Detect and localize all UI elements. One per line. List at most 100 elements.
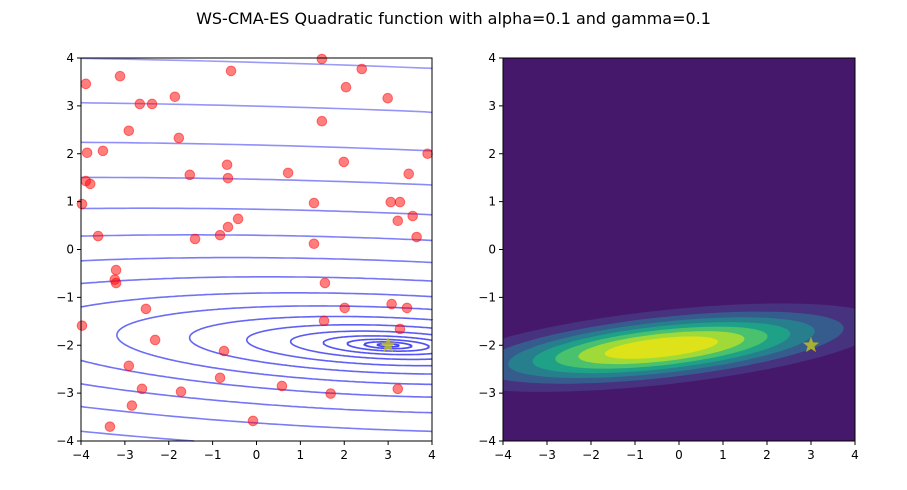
x-tick-label: 1 xyxy=(719,448,727,462)
contour-line xyxy=(80,276,433,414)
sample-point xyxy=(189,233,201,245)
sample-point xyxy=(81,147,93,159)
contour-line xyxy=(80,57,433,70)
y-tick-label: −4 xyxy=(56,434,74,448)
x-tick-label: −3 xyxy=(538,448,556,462)
sample-point xyxy=(123,125,135,137)
sample-point xyxy=(76,320,88,331)
y-tick-label: −2 xyxy=(56,338,74,352)
x-tick-label: 2 xyxy=(763,448,771,462)
y-tick-label: −1 xyxy=(56,290,74,304)
x-tick-label: −4 xyxy=(494,448,512,462)
sample-point xyxy=(222,172,234,184)
optimum-star-marker xyxy=(380,336,397,353)
sample-point xyxy=(214,229,226,241)
sample-point xyxy=(110,264,122,276)
contour-line xyxy=(322,335,432,356)
contour-line xyxy=(81,176,433,186)
sample-point xyxy=(316,115,328,127)
sample-point xyxy=(340,81,352,93)
contour-line xyxy=(80,101,433,114)
y-tick-label: 4 xyxy=(488,51,496,65)
sample-point xyxy=(325,388,336,399)
sample-point xyxy=(175,386,187,397)
sample-point xyxy=(126,400,138,411)
x-tick-label: 0 xyxy=(253,448,261,462)
sample-point xyxy=(394,323,406,335)
sample-point xyxy=(282,167,294,179)
sample-point xyxy=(422,148,433,160)
x-tick-label: 0 xyxy=(675,448,683,462)
sample-point xyxy=(76,198,88,210)
contour-line xyxy=(80,292,433,398)
sample-point xyxy=(338,156,350,168)
contour-line xyxy=(116,305,433,386)
sample-point xyxy=(173,132,185,144)
y-tick-label: −1 xyxy=(478,290,496,304)
contour-line xyxy=(80,141,433,152)
sample-point xyxy=(385,196,397,208)
sample-point xyxy=(222,221,234,233)
sample-point xyxy=(134,98,146,110)
y-tick-label: 0 xyxy=(488,243,496,257)
y-tick-label: −3 xyxy=(56,386,74,400)
sample-point xyxy=(308,197,320,209)
x-tick-label: 4 xyxy=(851,448,859,462)
sample-point xyxy=(218,345,230,357)
sample-point xyxy=(97,145,109,157)
x-tick-label: 4 xyxy=(428,448,436,462)
sample-point xyxy=(104,421,116,432)
contour-line xyxy=(80,234,433,442)
sample-point xyxy=(110,277,122,289)
sample-point xyxy=(214,372,226,384)
contour-line xyxy=(289,330,433,361)
y-tick-label: 3 xyxy=(66,99,74,113)
x-tick-label: −3 xyxy=(116,448,134,462)
sample-point xyxy=(407,210,418,222)
y-tick-label: 3 xyxy=(488,99,496,113)
y-tick-label: 2 xyxy=(488,147,496,161)
sample-point xyxy=(386,298,397,310)
sample-point xyxy=(184,169,196,181)
x-tick-label: 2 xyxy=(340,448,348,462)
sample-point xyxy=(411,231,422,243)
y-tick-label: −3 xyxy=(478,386,496,400)
sample-point xyxy=(136,383,148,395)
sample-point xyxy=(339,302,350,314)
sample-point xyxy=(316,53,328,65)
sample-point xyxy=(276,380,288,392)
figure-title: WS-CMA-ES Quadratic function with alpha=… xyxy=(196,9,711,28)
sample-point xyxy=(308,238,320,250)
optimum-star-marker xyxy=(802,336,820,353)
contour-line xyxy=(80,207,433,216)
y-tick-label: 4 xyxy=(66,51,74,65)
sample-point xyxy=(403,168,415,180)
y-tick-label: 1 xyxy=(488,195,496,209)
plot-area-2 xyxy=(503,58,855,441)
sample-point xyxy=(123,360,135,372)
sample-point xyxy=(92,230,104,242)
sample-point xyxy=(392,215,404,227)
contour-line xyxy=(362,341,413,350)
y-tick-label: 1 xyxy=(66,195,74,209)
x-tick-label: −2 xyxy=(160,448,178,462)
sample-point xyxy=(149,334,161,346)
y-tick-label: −4 xyxy=(478,434,496,448)
sample-point xyxy=(140,303,152,315)
sample-point xyxy=(318,315,330,327)
sample-point xyxy=(146,98,158,110)
x-tick-label: 3 xyxy=(807,448,815,462)
sample-point xyxy=(80,78,92,90)
sample-point xyxy=(247,415,259,427)
x-tick-label: 3 xyxy=(384,448,392,462)
contour-line xyxy=(188,315,433,375)
sample-point xyxy=(169,91,181,103)
sample-point xyxy=(401,302,413,314)
sample-point xyxy=(382,92,393,104)
x-tick-label: −1 xyxy=(204,448,222,462)
sample-point xyxy=(114,70,126,82)
y-tick-label: −2 xyxy=(478,338,496,352)
y-tick-label: 2 xyxy=(66,147,74,161)
